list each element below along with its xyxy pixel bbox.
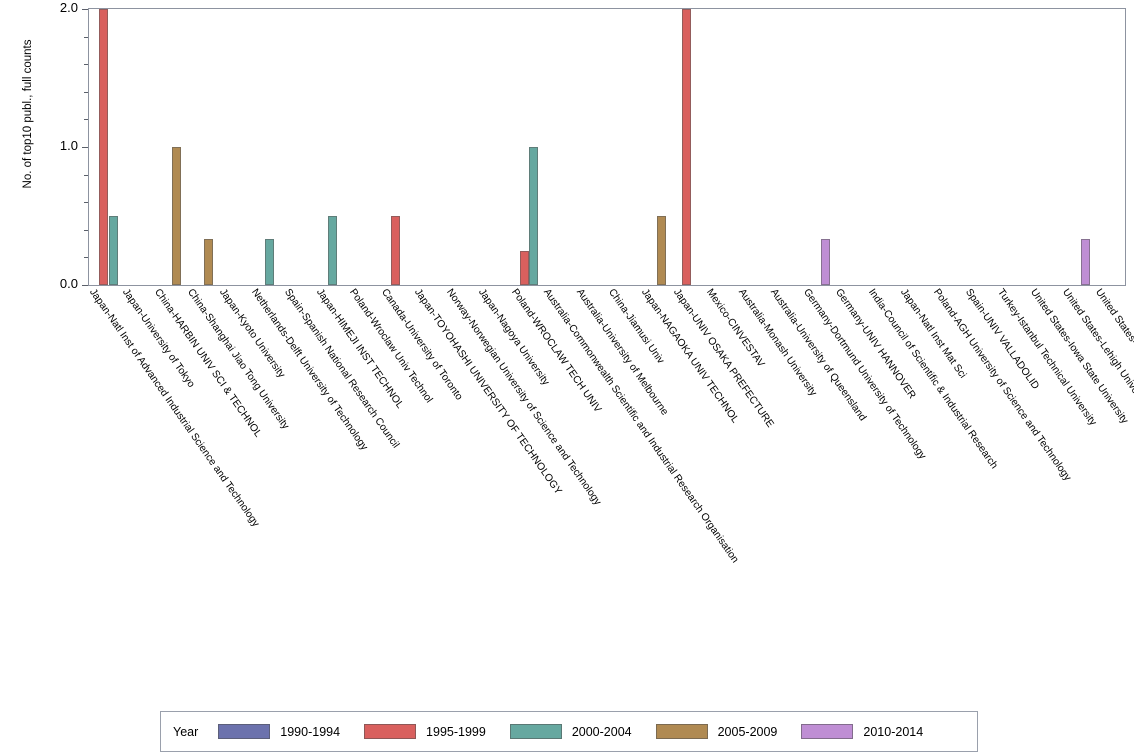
legend-label: 2005-2009: [717, 724, 778, 739]
bar: [171, 147, 181, 285]
bar: [820, 239, 830, 285]
legend-label: 2010-2014: [863, 724, 924, 739]
y-tick-major: [82, 147, 88, 148]
y-tick-minor: [84, 119, 88, 121]
bar: [390, 216, 400, 285]
legend-item[interactable]: 2010-2014: [801, 724, 923, 739]
x-tick-label: China-Jiamusi Univ: [606, 287, 667, 366]
y-tick-label: 2.0: [59, 0, 78, 15]
x-tick-label: Netherlands-Delft University of Technolo…: [249, 287, 370, 453]
y-tick-minor: [84, 202, 88, 204]
x-tick-label: Germany-Dortmund University of Technolog…: [800, 287, 928, 462]
y-tick-minor: [84, 174, 88, 176]
legend-label: 1990-1994: [280, 724, 341, 739]
legend-swatch: [801, 724, 854, 739]
y-tick-minor: [84, 91, 88, 93]
bars-layer: [89, 9, 1125, 285]
legend-label: 1995-1999: [426, 724, 486, 739]
y-tick-minor: [84, 64, 88, 66]
bar: [528, 147, 538, 285]
bar: [203, 239, 213, 285]
y-tick-major: [82, 9, 88, 10]
y-tick-minor: [84, 36, 88, 38]
y-axis-title: No. of top10 publ., full counts: [22, 39, 34, 189]
legend-item[interactable]: 1990-1994: [218, 724, 340, 739]
plot-area: [88, 8, 1126, 286]
legend-label: 2000-2004: [571, 724, 632, 739]
bar: [656, 216, 666, 285]
legend-item[interactable]: 2005-2009: [655, 724, 778, 739]
bar: [264, 239, 274, 285]
bar: [108, 216, 118, 285]
x-tick-label: Norway-Norwegian University of Science a…: [444, 287, 603, 508]
y-tick-minor: [84, 229, 88, 231]
bar: [327, 216, 337, 285]
x-tick-label: Japan-Natl Inst Mat Sci: [898, 287, 969, 381]
x-axis-labels: Japan-Natl Inst of Advanced Industrial S…: [0, 287, 1134, 707]
y-tick-major: [82, 285, 88, 286]
legend-swatch: [655, 724, 708, 739]
y-tick-minor: [84, 257, 88, 259]
y-tick-label: 0.0: [59, 276, 78, 291]
legend-swatch: [364, 724, 417, 739]
y-tick-label: 1.0: [59, 138, 78, 153]
bar: [681, 9, 691, 285]
bar: [98, 9, 108, 285]
legend: Year 1990-1994 1995-1999 2000-2004 2005-200…: [160, 711, 978, 752]
legend-items: 1990-1994 1995-1999 2000-2004 2005-2009 2010…: [218, 724, 947, 739]
legend-item[interactable]: 1995-1999: [364, 724, 486, 739]
legend-item[interactable]: 2000-2004: [509, 724, 632, 739]
legend-title: Year: [173, 724, 199, 739]
x-tick-label: Mexico-CINVESTAV: [703, 287, 766, 370]
legend-swatch: [218, 724, 271, 739]
bar: [1080, 239, 1090, 285]
legend-swatch: [509, 724, 562, 739]
bar: [519, 250, 529, 285]
